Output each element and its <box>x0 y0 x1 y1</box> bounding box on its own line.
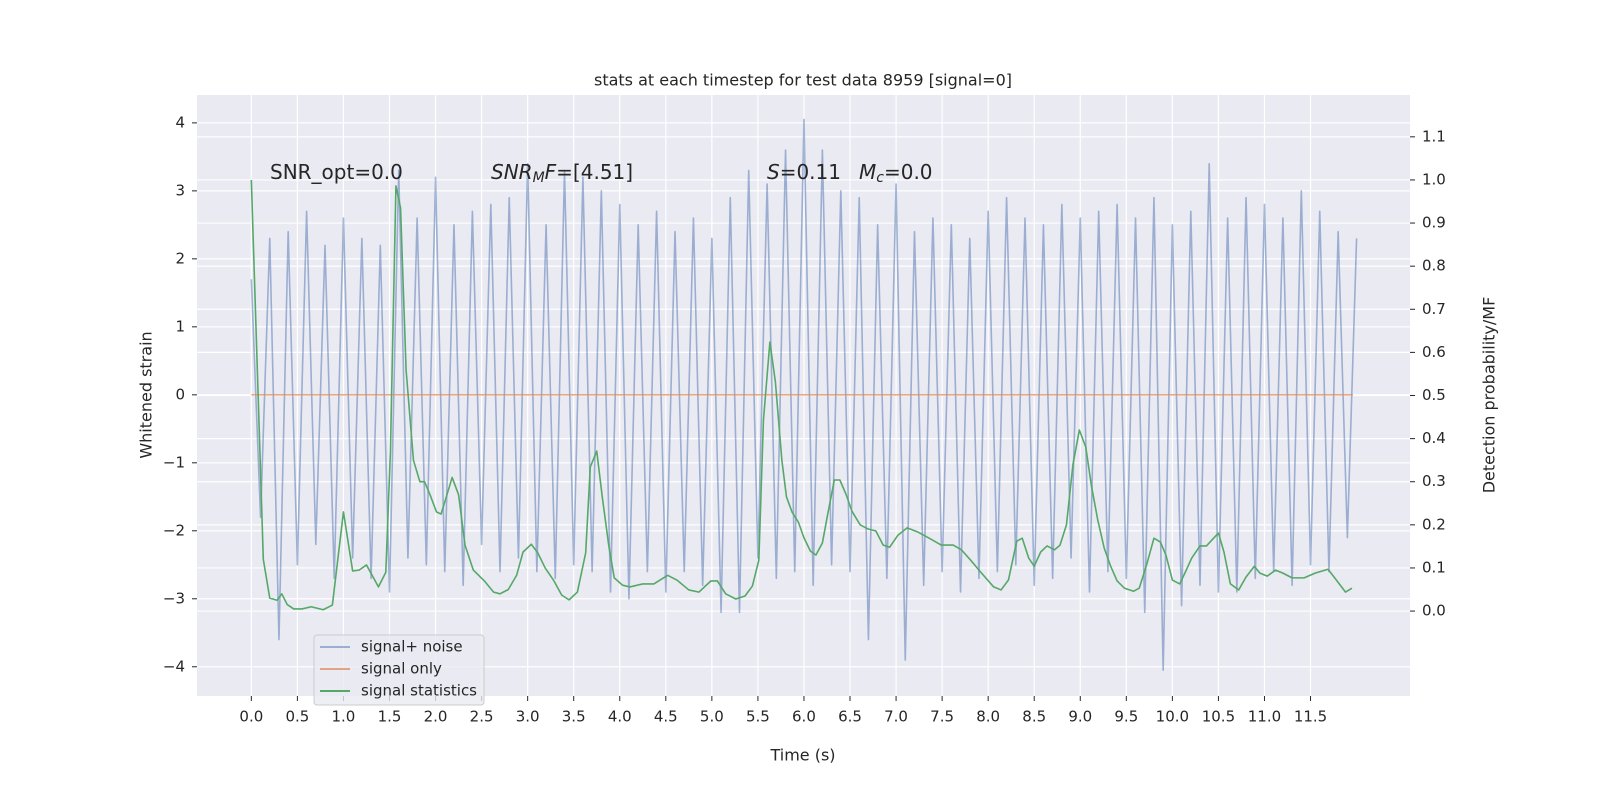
legend-box <box>313 634 485 706</box>
annotation-part: c <box>876 170 884 186</box>
legend-label: signal+ noise <box>361 638 463 656</box>
y-tick-label: −2 <box>163 521 185 539</box>
x-tick-label: 11.5 <box>1294 708 1327 726</box>
y-tick-label: −3 <box>163 589 185 607</box>
x-tick-label: 1.5 <box>378 708 402 726</box>
x-tick-label: 5.0 <box>700 708 724 726</box>
x-tick-label: 3.0 <box>516 708 540 726</box>
legend-label: signal statistics <box>361 682 477 700</box>
y2-tick-label: 0.5 <box>1422 386 1446 404</box>
x-tick-label: 3.5 <box>562 708 586 726</box>
y-tick-label: −4 <box>163 657 185 675</box>
y2-tick-label: 0.1 <box>1422 558 1446 576</box>
annotation-part: SNR_opt=0.0 <box>270 160 403 184</box>
x-tick-label: 6.0 <box>792 708 816 726</box>
x-tick-label: 10.0 <box>1156 708 1189 726</box>
y2-tick-label: 0.2 <box>1422 515 1446 533</box>
y-tick-label: 0 <box>175 385 185 403</box>
y2-tick-label: 0.0 <box>1422 602 1446 620</box>
x-tick-label: 5.5 <box>746 708 770 726</box>
y2-tick-label: 1.1 <box>1422 127 1446 145</box>
x-tick-label: 4.0 <box>608 708 632 726</box>
y-axis-label: Whitened strain <box>137 331 156 458</box>
annotation-part: =0.0 <box>884 160 933 184</box>
x-tick-label: 7.0 <box>884 708 908 726</box>
x-tick-label: 0.5 <box>285 708 309 726</box>
annotation: SNR_opt=0.0 <box>270 160 403 184</box>
y2-tick-label: 1.0 <box>1422 170 1446 188</box>
x-tick-label: 6.5 <box>838 708 862 726</box>
legend-label: signal only <box>361 660 442 678</box>
y2-tick-label: 0.4 <box>1422 429 1446 447</box>
x-tick-label: 7.5 <box>930 708 954 726</box>
annotation: S=0.11 <box>767 160 841 184</box>
annotation-part: M <box>533 170 545 186</box>
y-tick-label: 3 <box>175 181 185 199</box>
series-line <box>250 118 1358 671</box>
annotation-part: S <box>767 160 780 184</box>
marks <box>250 118 1358 671</box>
y-tick-label: 2 <box>175 249 185 267</box>
chart-title: stats at each timestep for test data 895… <box>594 71 1012 90</box>
y-tick-label: −1 <box>163 453 185 471</box>
x-tick-label: 4.5 <box>654 708 678 726</box>
y2-axis-label: Detection probability/MF <box>1480 297 1499 494</box>
x-tick-label: 9.0 <box>1068 708 1092 726</box>
legend: signal+ noise signal only signal statistic… <box>313 634 485 706</box>
annotation-part: =[4.51] <box>556 160 633 184</box>
annotation-part: M <box>859 160 876 184</box>
y2-tick-label: 0.3 <box>1422 472 1446 490</box>
x-tick-label: 1.0 <box>332 708 356 726</box>
annotation-part: =0.11 <box>780 160 841 184</box>
x-tick-label: 11.0 <box>1248 708 1281 726</box>
x-tick-label: 9.5 <box>1114 708 1138 726</box>
x-tick-label: 8.5 <box>1022 708 1046 726</box>
annotation: SNRMF=[4.51] <box>491 160 633 187</box>
x-tick-label: 8.0 <box>976 708 1000 726</box>
x-axis-label: Time (s) <box>769 746 835 765</box>
x-tick-label: 10.5 <box>1202 708 1235 726</box>
annotation-part: F <box>545 160 557 184</box>
y2-tick-label: 0.6 <box>1422 343 1446 361</box>
y2-tick-label: 0.9 <box>1422 214 1446 232</box>
y-tick-label: 4 <box>175 113 185 131</box>
y2-tick-label: 0.7 <box>1422 300 1446 318</box>
annotation: Mc=0.0 <box>859 160 933 187</box>
y2-tick-label: 0.8 <box>1422 257 1446 275</box>
y-tick-label: 1 <box>175 317 185 335</box>
x-tick-label: 2.5 <box>470 708 494 726</box>
series-line <box>250 179 1353 611</box>
x-tick-label: 2.0 <box>424 708 448 726</box>
annotation-part: SNR <box>491 160 533 184</box>
x-tick-label: 0.0 <box>239 708 263 726</box>
